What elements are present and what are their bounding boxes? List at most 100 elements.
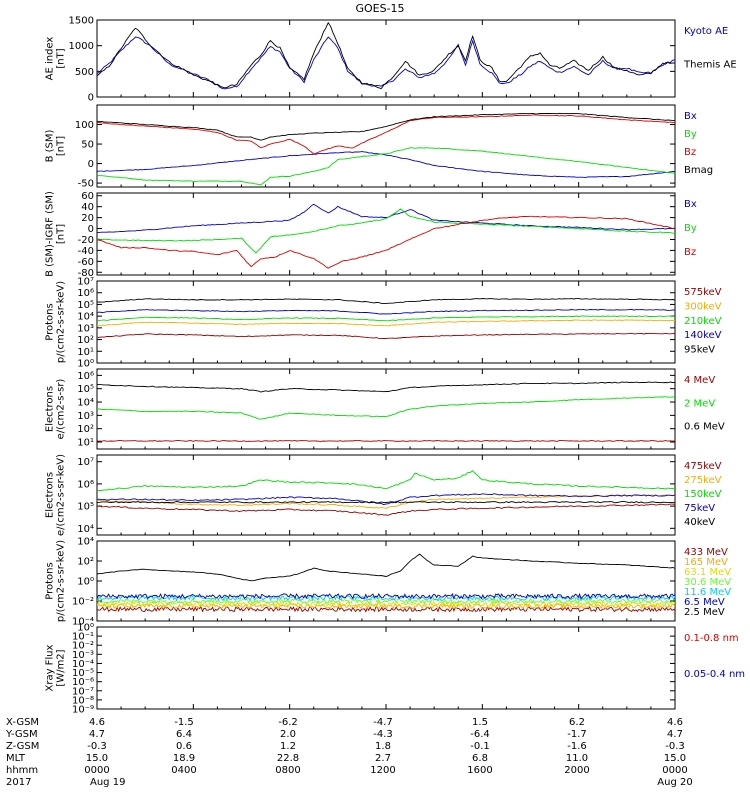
footer-value: 2000 (564, 765, 589, 776)
panel-ae: 0 500 1000 1500 AE index [nT] Kyoto AE Themis A… (45, 16, 737, 104)
y-tick-label: 10⁰ (77, 623, 94, 634)
legend-entry: Bz (684, 247, 696, 258)
series-line-6-5-mev (97, 592, 675, 600)
y-tick-label: 10² (77, 335, 94, 346)
footer-value: 0.6 (176, 741, 192, 752)
legend-entry: 150keV (684, 489, 722, 500)
y-tick-label: 0 (88, 224, 94, 235)
plot-title: GOES-15 (355, 2, 404, 15)
series-line-95kev (97, 298, 675, 305)
y-tick-label: 1000 (69, 41, 94, 52)
y-tick-label: 10⁻⁷ (72, 686, 94, 697)
y-tick-label: 20 (81, 213, 94, 224)
legend-entry: 165 MeV (684, 557, 728, 568)
panel-elec2: 10⁴ 10⁵ 10⁶ 10⁷ Electrons e/(cm2-s-sr-keV) 475… (45, 454, 722, 536)
footer-row-label: hhmm (6, 765, 38, 776)
y-tick-label: 10⁻³ (72, 650, 94, 661)
y-tick-label: 10⁰ (77, 359, 94, 370)
legend-entry: 275keV (684, 475, 722, 486)
y-tick-label: 10³ (77, 411, 94, 422)
footer-value: -1.5 (174, 717, 194, 728)
y-tick-label: -50 (78, 179, 94, 190)
y-tick-label: -80 (78, 268, 94, 279)
legend-entry: 0.1-0.8 nm (684, 633, 739, 644)
series-line-0-6-mev (97, 381, 675, 393)
series-line-275kev (97, 494, 675, 509)
y-tick-label: 10⁻⁵ (72, 668, 94, 679)
footer-value: 1.8 (375, 741, 391, 752)
footer-value: 1.2 (280, 741, 296, 752)
y-axis-label: B (SM) (45, 129, 56, 162)
series-line-2-mev (97, 396, 675, 420)
series-line-30-6-mev (97, 597, 675, 605)
series-line-575kev (97, 332, 675, 340)
series-group (97, 203, 675, 269)
y-axis-label: [nT] (56, 136, 67, 156)
legend-entry: 475keV (684, 461, 722, 472)
y-axis-label: AE index (45, 37, 56, 81)
panel-frame (96, 104, 676, 188)
y-axis-label: [W/m2] (56, 649, 67, 686)
footer-value: -1.6 (567, 741, 587, 752)
y-tick-label: 0 (88, 159, 94, 170)
y-tick-label: 60 (81, 191, 94, 202)
y-tick-label: 10⁷ (77, 277, 94, 288)
y-tick-label: 10⁻¹ (72, 632, 94, 643)
y-tick-label: 10⁻⁴ (72, 659, 94, 670)
footer-row-label: 2017 (6, 777, 31, 788)
legend-entry: Bmag (684, 165, 713, 176)
series-line-bx (97, 151, 675, 178)
legend-entry: 210keV (684, 316, 722, 327)
y-tick-label: 10⁷ (77, 457, 94, 468)
footer-value: 2.7 (375, 753, 391, 764)
y-tick-label: 10⁴ (77, 312, 94, 323)
footer-value: 1.5 (472, 717, 488, 728)
footer-value: 6.8 (472, 753, 488, 764)
footer-value: -4.3 (373, 729, 393, 740)
y-tick-label: 10⁶ (77, 479, 94, 490)
footer-value: Aug 19 (90, 777, 125, 788)
footer-value: -0.1 (470, 741, 490, 752)
series-group (97, 112, 675, 186)
y-axis-label: [nT] (56, 48, 67, 68)
series-line-bz (97, 215, 675, 269)
footer-value: -4.7 (373, 717, 393, 728)
panel-frame (96, 368, 676, 450)
y-tick-label: 10⁵ (77, 502, 94, 513)
series-line-40kev (97, 501, 675, 504)
y-tick-label: 10⁻⁸ (72, 695, 94, 706)
legend-entry: 95keV (684, 345, 715, 356)
legend-entry: Bx (684, 111, 697, 122)
y-tick-label: 10⁴ (77, 398, 94, 409)
series-line-themis-ae (97, 21, 675, 90)
series-group (97, 553, 675, 613)
footer-row-label: Y-GSM (5, 729, 38, 740)
y-tick-label: 10² (77, 557, 94, 568)
panel-frame (96, 626, 676, 710)
footer-value: 2.0 (280, 729, 296, 740)
panel-frame (96, 454, 676, 536)
series-line-by (97, 147, 675, 186)
footer-value: 4.6 (89, 717, 105, 728)
footer-value: 15.0 (86, 753, 108, 764)
footer-value: 6.4 (176, 729, 192, 740)
series-line-75kev (97, 493, 675, 506)
y-axis-label: [nT] (56, 224, 67, 244)
series-line-bmag (97, 112, 675, 141)
legend-entry: 575keV (684, 287, 722, 298)
series-line-165-mev (97, 602, 675, 610)
y-axis-label: Protons (45, 303, 56, 340)
series-line-63-1-mev (97, 600, 675, 608)
footer-row-label: MLT (6, 753, 26, 764)
y-tick-label: -60 (78, 257, 94, 268)
footer-value: 18.9 (173, 753, 195, 764)
legend-entry: 6.5 MeV (684, 597, 725, 608)
legend-entry: 0.6 MeV (684, 422, 725, 433)
series-line-11-6-mev (97, 594, 675, 602)
legend-entry: 2.5 MeV (684, 607, 725, 618)
footer-value: 4.7 (667, 729, 683, 740)
series-line-bz (97, 114, 675, 155)
series-line-210kev (97, 315, 675, 322)
